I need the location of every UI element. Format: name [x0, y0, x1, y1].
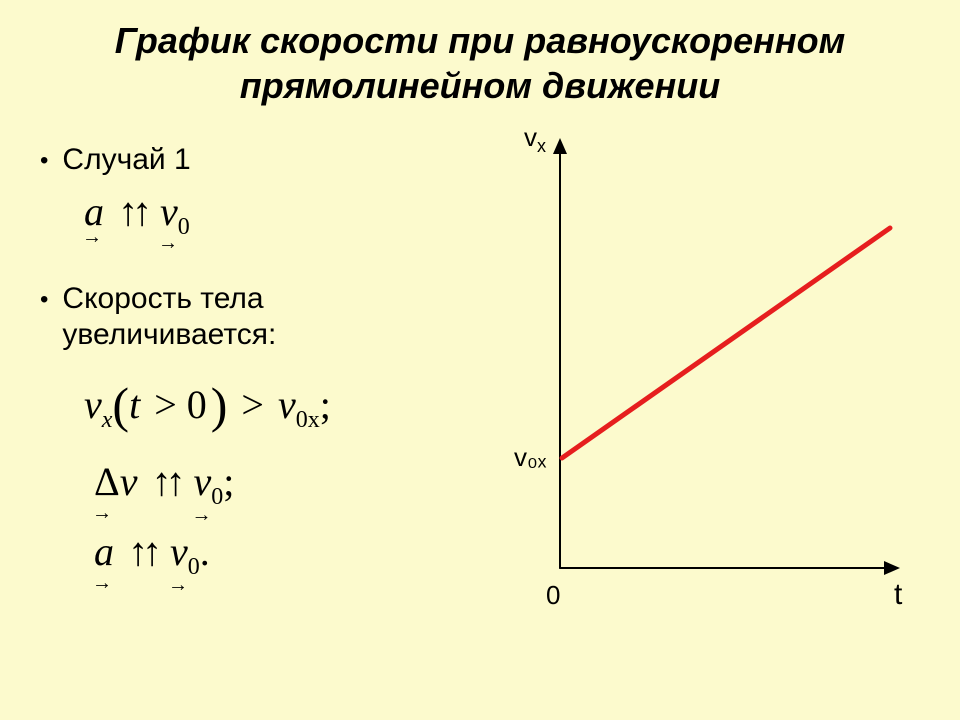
vec-arrow-icon: → — [82, 226, 102, 249]
sym-a: a → — [84, 188, 104, 235]
sym-dv: Δv → — [94, 448, 138, 516]
v0x-label: v₀ₓ — [514, 442, 546, 473]
vec-arrow-icon: → — [168, 568, 188, 602]
formula-line2: Δv → ↑↑ v0 → ; — [84, 448, 480, 518]
parallel-arrows-icon: ↑↑ — [114, 189, 150, 234]
vec-arrow-icon: → — [92, 566, 112, 600]
sym-v0-c: v0 → — [170, 518, 200, 588]
bullet-case1: • Случай 1 — [40, 142, 480, 178]
vec-arrow-icon: → — [158, 232, 178, 255]
bullet-dot-icon: • — [40, 285, 48, 315]
content-area: • Случай 1 a → ↑↑ v0 → • Скорость тела у… — [0, 118, 960, 618]
formula-line1: vx(t > 0) > v0x; — [84, 363, 480, 448]
parallel-arrows-icon: ↑↑ — [124, 529, 160, 574]
y-axis-label: vx — [524, 122, 546, 157]
formula-case1: a → ↑↑ v0 → — [84, 188, 480, 241]
gt: > — [237, 382, 268, 427]
chart-svg — [480, 118, 920, 618]
velocity-chart: vx v₀ₓ 0 t — [480, 118, 920, 618]
gt0: > 0 — [150, 382, 211, 427]
sym-t: t — [129, 382, 140, 427]
bullet-dot-icon: • — [40, 146, 48, 176]
bullet-speed: • Скорость тела увеличивается: — [40, 281, 480, 353]
sym-v0-b: v0 → — [194, 448, 224, 518]
case1-label: Случай 1 — [62, 142, 190, 178]
sym-v0: v0 → — [160, 188, 190, 241]
speed-label: Скорость тела увеличивается: — [62, 281, 480, 353]
left-column: • Случай 1 a → ↑↑ v0 → • Скорость тела у… — [40, 118, 480, 618]
sym-a2: a → — [94, 518, 114, 586]
formula-line3: a → ↑↑ v0 → . — [84, 518, 480, 588]
parallel-arrows-icon: ↑↑ — [148, 459, 184, 504]
sym-vx: vx — [84, 382, 112, 427]
page-title: График скорости при равноускоренном прям… — [0, 0, 960, 118]
origin-label: 0 — [546, 580, 560, 611]
x-axis-label: t — [894, 578, 902, 612]
sym-v0x: v0x — [278, 382, 320, 427]
